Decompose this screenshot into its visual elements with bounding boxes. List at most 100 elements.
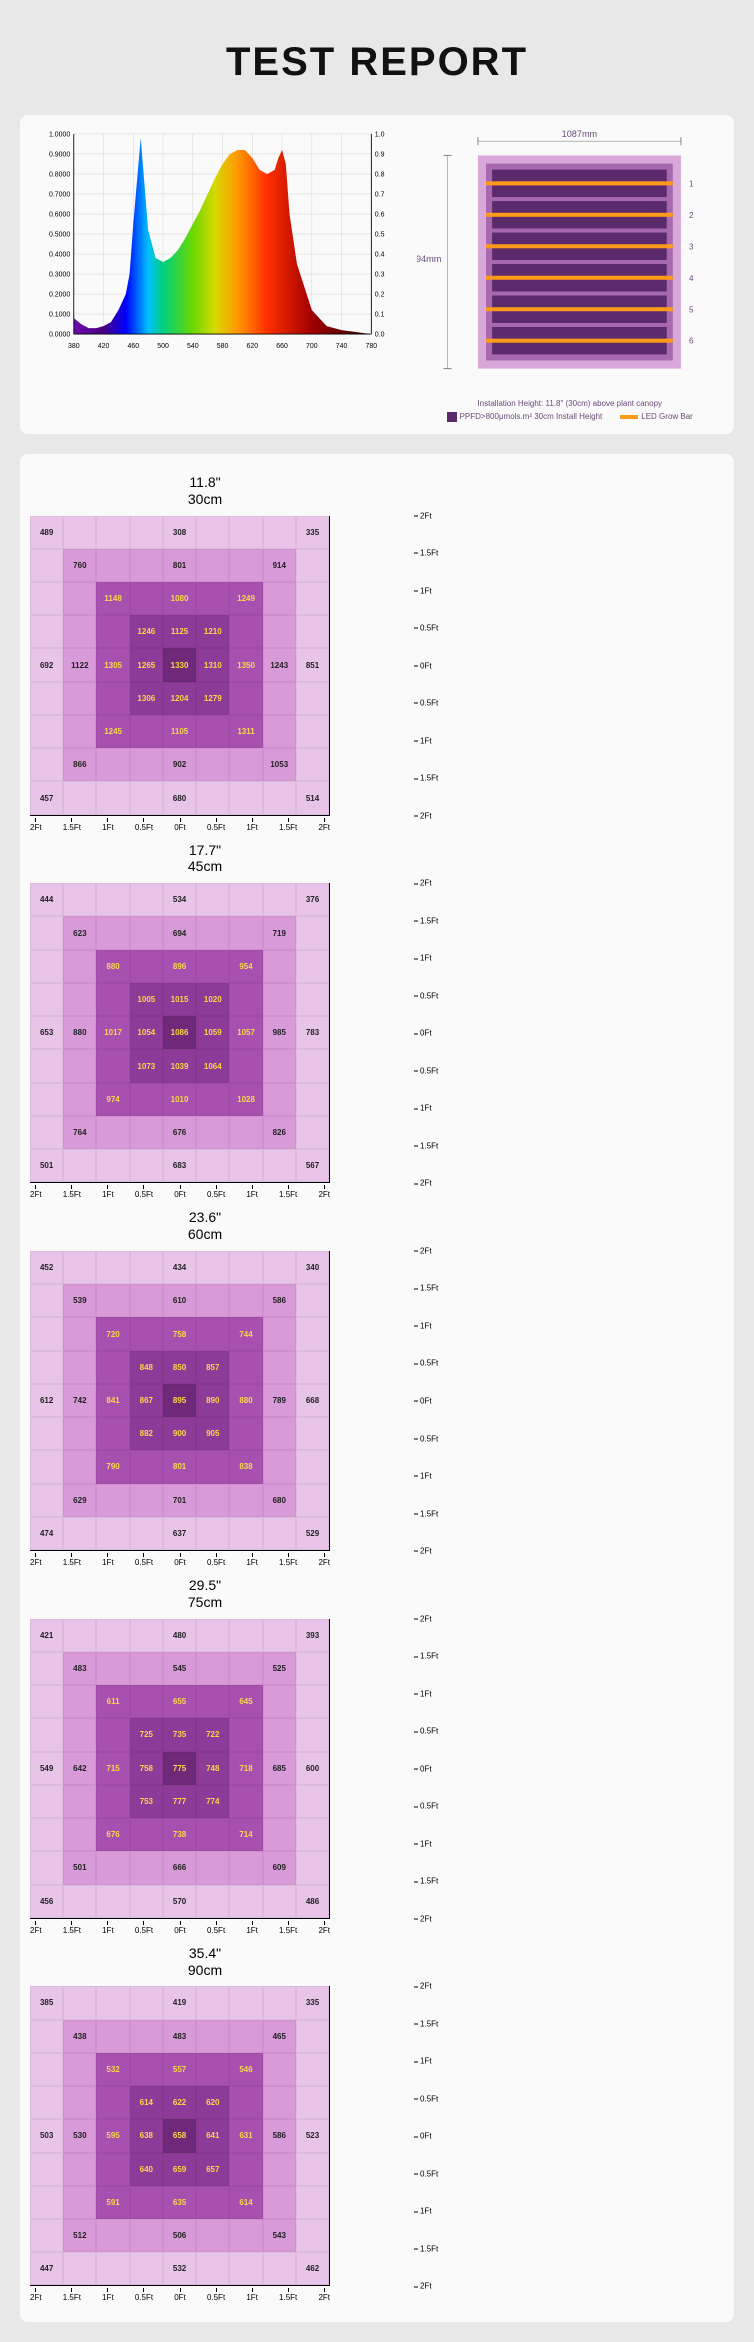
ppfd-cell: [296, 2086, 329, 2119]
ppfd-cell: [130, 2219, 163, 2252]
svg-text:0.0: 0.0: [375, 332, 385, 339]
ppfd-cell: [296, 549, 329, 582]
fixture-diagram: 1087mm1194mm123456 Installation Height: …: [417, 127, 722, 422]
ppfd-cell: 447: [30, 2252, 63, 2285]
ppfd-cell: [63, 950, 96, 983]
svg-text:2: 2: [690, 211, 695, 220]
ppfd-cell: [196, 1317, 229, 1350]
ppfd-cell: [296, 1317, 329, 1350]
ppfd-cell: 905: [196, 1417, 229, 1450]
ppfd-cell: 685: [263, 1752, 296, 1785]
ppfd-cell: [229, 983, 262, 1016]
ppfd-cell: [96, 682, 129, 715]
ppfd-cell: [96, 916, 129, 949]
ppfd-cell: [130, 1652, 163, 1685]
ppfd-map-title: 29.5"75cm: [30, 1577, 380, 1611]
ppfd-cell: [130, 950, 163, 983]
ppfd-cell: [96, 1116, 129, 1149]
ppfd-cell: 760: [63, 549, 96, 582]
svg-text:1.0: 1.0: [375, 132, 385, 139]
ppfd-cell: 1265: [130, 648, 163, 681]
ppfd-cell: [63, 1685, 96, 1718]
ppfd-cell: 742: [63, 1384, 96, 1417]
ppfd-cell: [296, 615, 329, 648]
ppfd-cell: [229, 682, 262, 715]
ppfd-cell: [130, 1284, 163, 1317]
ppfd-cell: 489: [30, 516, 63, 549]
svg-text:740: 740: [336, 343, 348, 350]
ppfd-map: 35.4"90cm3854193354384834655325575466146…: [30, 1945, 380, 2303]
ppfd-cell: [263, 983, 296, 1016]
ppfd-cell: [229, 883, 262, 916]
ppfd-cell: [30, 2053, 63, 2086]
ppfd-cell: 529: [296, 1517, 329, 1550]
ppfd-cell: 880: [63, 1016, 96, 1049]
ppfd-cell: [30, 2153, 63, 2186]
ppfd-cell: 620: [196, 2086, 229, 2119]
ppfd-cell: 1020: [196, 983, 229, 1016]
ppfd-cell: 610: [163, 1284, 196, 1317]
ppfd-cell: 774: [196, 1785, 229, 1818]
ppfd-cell: [96, 1284, 129, 1317]
ppfd-cell: 790: [96, 1450, 129, 1483]
ppfd-cell: [196, 1517, 229, 1550]
ppfd-cell: 1249: [229, 582, 262, 615]
ppfd-cell: 523: [296, 2119, 329, 2152]
ppfd-cell: [196, 1818, 229, 1851]
ppfd-cell: 539: [63, 1284, 96, 1317]
ppfd-cell: [229, 1149, 262, 1182]
svg-text:780: 780: [366, 343, 378, 350]
ppfd-cell: 340: [296, 1251, 329, 1284]
ppfd-cell: 483: [63, 1652, 96, 1685]
ppfd-cell: 480: [163, 1619, 196, 1652]
ppfd-cell: 591: [96, 2186, 129, 2219]
svg-text:0.7: 0.7: [375, 192, 385, 199]
ppfd-cell: [296, 2053, 329, 2086]
ppfd-cell: [229, 516, 262, 549]
ppfd-cell: [63, 1619, 96, 1652]
ppfd-cell: [196, 1652, 229, 1685]
ppfd-cell: [196, 1284, 229, 1317]
ppfd-cell: 609: [263, 1851, 296, 1884]
ppfd-cell: [130, 916, 163, 949]
ppfd-cell: 1243: [263, 648, 296, 681]
ppfd-cell: [229, 1417, 262, 1450]
ppfd-cell: 1059: [196, 1016, 229, 1049]
ppfd-cell: [96, 1417, 129, 1450]
ppfd-cell: [296, 715, 329, 748]
ppfd-cell: [263, 1986, 296, 2019]
svg-text:660: 660: [276, 343, 288, 350]
ppfd-cell: 851: [296, 648, 329, 681]
ppfd-cell: 419: [163, 1986, 196, 2019]
ppfd-cell: [130, 1885, 163, 1918]
svg-text:1194mm: 1194mm: [417, 254, 441, 264]
ppfd-cell: 748: [196, 1752, 229, 1785]
ppfd-cell: [296, 1718, 329, 1751]
ppfd-cell: [229, 2020, 262, 2053]
svg-text:0.7000: 0.7000: [49, 192, 70, 199]
ppfd-cell: [296, 2153, 329, 2186]
ppfd-cell: 985: [263, 1016, 296, 1049]
ppfd-cell: 1310: [196, 648, 229, 681]
x-axis: 2Ft1.5Ft1Ft0.5Ft0Ft0.5Ft1Ft1.5Ft2Ft: [30, 2288, 330, 2302]
svg-text:0.8: 0.8: [375, 172, 385, 179]
ppfd-cell: [130, 1317, 163, 1350]
ppfd-cell: 902: [163, 748, 196, 781]
ppfd-cell: [63, 1818, 96, 1851]
ppfd-cell: [96, 1049, 129, 1082]
spectrum-chart: 3804204605005405806206607007407800.00000…: [32, 127, 397, 422]
ppfd-cell: [263, 1685, 296, 1718]
ppfd-cell: 1015: [163, 983, 196, 1016]
ppfd-cell: [263, 715, 296, 748]
ppfd-cell: 612: [30, 1384, 63, 1417]
ppfd-cell: 658: [163, 2119, 196, 2152]
legend-bar: LED Grow Bar: [620, 412, 693, 422]
ppfd-cell: [263, 2153, 296, 2186]
ppfd-cell: [96, 983, 129, 1016]
ppfd-cell: 801: [163, 1450, 196, 1483]
ppfd-cell: [63, 2053, 96, 2086]
ppfd-cell: [96, 1484, 129, 1517]
ppfd-cell: [130, 1685, 163, 1718]
ppfd-cell: [196, 950, 229, 983]
ppfd-cell: [263, 1417, 296, 1450]
